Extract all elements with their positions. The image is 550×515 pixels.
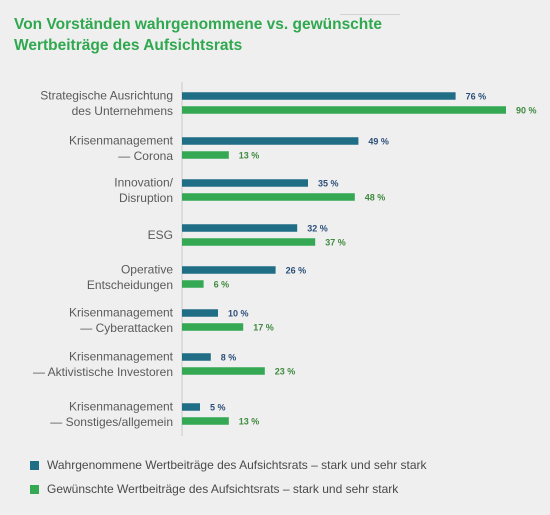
data-label-desired: 17 % — [253, 323, 274, 333]
bar-desired — [182, 367, 265, 375]
bar-perceived — [182, 92, 456, 100]
bar-desired — [182, 323, 244, 331]
category-label: Strategische Ausrichtung — [40, 88, 173, 102]
bar-perceived — [182, 309, 218, 317]
data-label-desired: 37 % — [325, 238, 346, 248]
bar-desired — [182, 238, 316, 246]
category-label: — Aktivistische Investoren — [33, 365, 173, 379]
data-label-perceived: 8 % — [221, 353, 237, 363]
data-label-perceived: 35 % — [318, 179, 339, 189]
category-label: Entscheidungen — [87, 278, 173, 292]
chart-title-line-1: Von Vorständen wahrgenommene vs. gewünsc… — [14, 16, 383, 33]
chart-title: Von Vorständen wahrgenommene vs. gewünsc… — [14, 14, 394, 56]
category-label: — Cyberattacken — [80, 321, 173, 335]
bar-perceived — [182, 224, 298, 232]
data-label-desired: 48 % — [365, 193, 386, 203]
data-label-perceived: 10 % — [228, 309, 249, 319]
bar-desired — [182, 193, 355, 201]
bar-perceived — [182, 266, 276, 274]
bar-desired — [182, 417, 229, 425]
data-label-perceived: 76 % — [466, 92, 487, 102]
category-label: Krisenmanagement — [69, 305, 174, 319]
category-label: — Sonstiges/allgemein — [50, 415, 173, 429]
data-label-desired: 23 % — [275, 367, 296, 377]
category-label: Disruption — [119, 191, 173, 205]
data-label-desired: 6 % — [214, 280, 230, 290]
bar-desired — [182, 280, 204, 288]
category-label: Innovation/ — [114, 175, 173, 189]
bar-desired — [182, 151, 229, 159]
data-label-perceived: 49 % — [368, 137, 389, 147]
data-label-desired: 90 % — [516, 106, 537, 116]
bar-perceived — [182, 353, 211, 361]
bar-perceived — [182, 179, 308, 187]
data-label-desired: 13 % — [239, 151, 260, 161]
legend-swatch-desired — [30, 484, 39, 494]
category-label: Krisenmanagement — [69, 349, 174, 363]
category-label: des Unternehmens — [72, 104, 173, 118]
bar-perceived — [182, 137, 359, 145]
category-label: Krisenmanagement — [69, 399, 174, 413]
chart-title-line-2: Wertbeiträge des Aufsichtsrats — [14, 37, 243, 54]
legend-item-perceived: Wahrgenommene Wertbeiträge des Aufsichts… — [30, 453, 427, 477]
legend-swatch-perceived — [30, 460, 39, 470]
chart-legend: Wahrgenommene Wertbeiträge des Aufsichts… — [30, 453, 427, 501]
category-label: ESG — [148, 228, 173, 242]
category-label: Operative — [121, 262, 173, 276]
data-label-desired: 13 % — [239, 417, 260, 427]
bar-perceived — [182, 403, 200, 411]
legend-item-desired: Gewünschte Wertbeiträge des Aufsichtsrat… — [30, 477, 427, 501]
legend-label-desired: Gewünschte Wertbeiträge des Aufsichtsrat… — [47, 482, 399, 496]
title-divider — [0, 0, 400, 15]
bar-desired — [182, 106, 506, 114]
data-label-perceived: 32 % — [307, 224, 328, 234]
data-label-perceived: 5 % — [210, 403, 226, 413]
category-label: — Corona — [118, 149, 173, 163]
legend-label-perceived: Wahrgenommene Wertbeiträge des Aufsichts… — [47, 458, 427, 472]
category-label: Krisenmanagement — [69, 133, 174, 147]
data-label-perceived: 26 % — [286, 266, 307, 276]
